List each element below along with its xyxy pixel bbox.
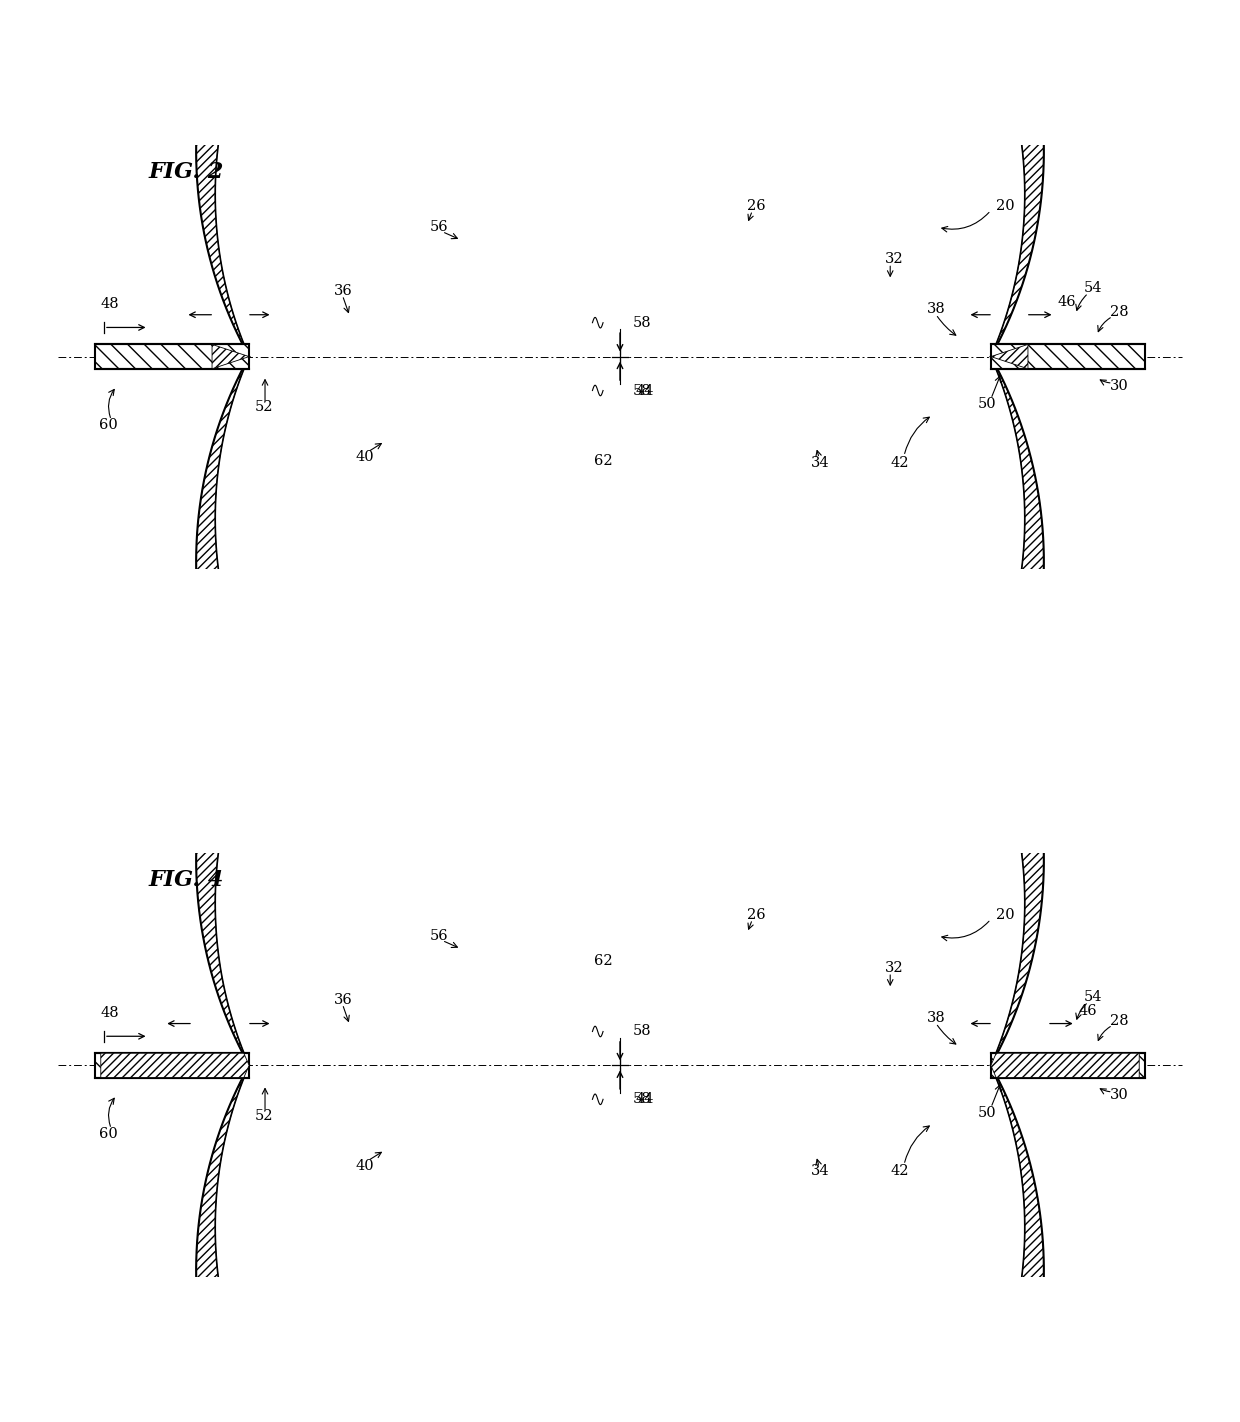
Polygon shape	[768, 1065, 1044, 1422]
Text: FIG. 4: FIG. 4	[149, 869, 224, 892]
Text: 62: 62	[594, 455, 613, 468]
Text: 48: 48	[100, 1005, 119, 1020]
Text: 46: 46	[1058, 294, 1076, 309]
Text: 36: 36	[334, 284, 352, 297]
Text: 26: 26	[748, 907, 766, 921]
Text: 48: 48	[100, 297, 119, 311]
Polygon shape	[768, 468, 1044, 1065]
Text: 38: 38	[928, 1011, 946, 1025]
Text: 34: 34	[811, 1165, 830, 1179]
Text: 50: 50	[978, 397, 997, 411]
Text: 58: 58	[632, 1092, 651, 1106]
Text: 28: 28	[1110, 1014, 1128, 1028]
Polygon shape	[100, 1054, 249, 1078]
Text: 52: 52	[254, 1109, 273, 1123]
Text: 36: 36	[334, 993, 352, 1007]
Polygon shape	[768, 357, 1044, 954]
Text: 46: 46	[1079, 1004, 1097, 1018]
Text: 20: 20	[996, 907, 1014, 921]
Text: 34: 34	[811, 455, 830, 469]
Text: 54: 54	[1084, 990, 1102, 1004]
Polygon shape	[196, 1065, 472, 1422]
Text: 60: 60	[99, 1128, 118, 1142]
Polygon shape	[991, 1054, 1145, 1078]
Text: 30: 30	[1110, 380, 1128, 394]
Text: 28: 28	[1110, 306, 1128, 319]
Text: 52: 52	[254, 401, 273, 414]
Text: FIG. 2: FIG. 2	[149, 161, 224, 182]
Polygon shape	[196, 357, 472, 954]
Polygon shape	[196, 0, 472, 357]
Text: 40: 40	[355, 451, 373, 464]
Text: 38: 38	[928, 301, 946, 316]
Polygon shape	[991, 1054, 1140, 1078]
Text: 32: 32	[885, 252, 904, 266]
Text: 26: 26	[748, 199, 766, 213]
Text: 30: 30	[1110, 1088, 1128, 1102]
Text: 62: 62	[594, 954, 613, 967]
Polygon shape	[991, 344, 1028, 368]
Polygon shape	[768, 0, 1044, 357]
Text: 58: 58	[632, 384, 651, 398]
Polygon shape	[212, 344, 249, 368]
Text: 54: 54	[1084, 280, 1102, 294]
Text: 42: 42	[890, 455, 909, 469]
Polygon shape	[991, 344, 1145, 368]
Text: 56: 56	[429, 220, 448, 235]
Text: 32: 32	[885, 961, 904, 975]
Text: 20: 20	[996, 199, 1014, 213]
Text: 50: 50	[978, 1106, 997, 1121]
Polygon shape	[196, 468, 472, 1065]
Text: 42: 42	[890, 1165, 909, 1179]
Text: 44: 44	[636, 384, 655, 398]
Text: 58: 58	[632, 316, 651, 330]
Text: 44: 44	[636, 1092, 655, 1106]
Text: 60: 60	[99, 418, 118, 432]
Polygon shape	[95, 1054, 249, 1078]
Text: 40: 40	[355, 1159, 373, 1173]
Text: 56: 56	[429, 929, 448, 943]
Polygon shape	[95, 344, 249, 368]
Text: 58: 58	[632, 1024, 651, 1038]
